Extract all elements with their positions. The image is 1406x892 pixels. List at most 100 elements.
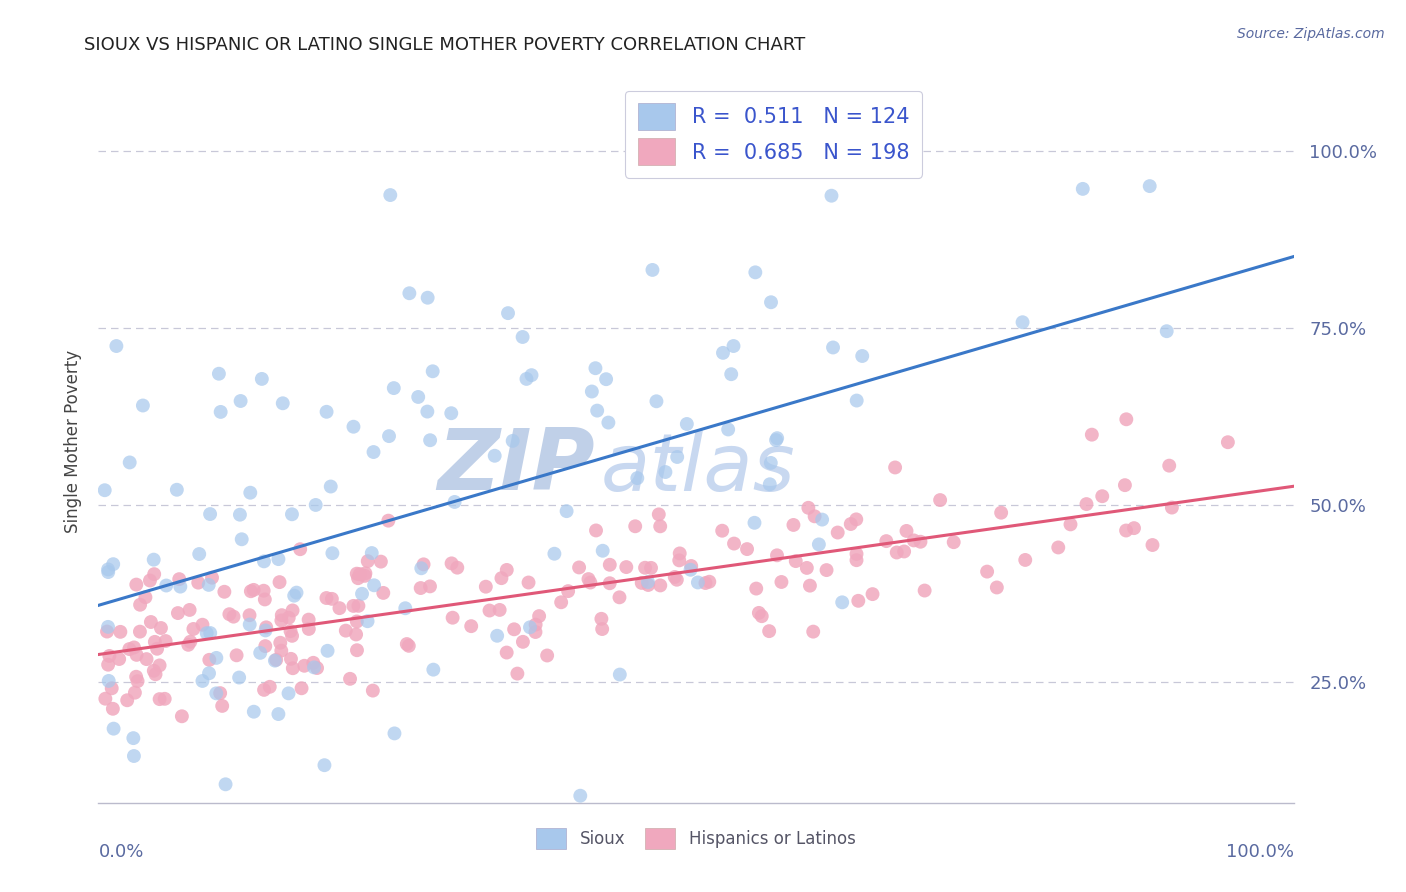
- Point: [845, 553, 868, 567]
- Point: [807, 537, 830, 551]
- Point: [641, 263, 664, 277]
- Point: [1156, 324, 1178, 338]
- Point: [676, 417, 699, 431]
- Point: [536, 648, 558, 663]
- Point: [350, 587, 373, 601]
- Text: 0.0%: 0.0%: [98, 843, 143, 861]
- Point: [139, 615, 162, 629]
- Point: [748, 606, 770, 620]
- Point: [127, 674, 149, 689]
- Point: [637, 578, 659, 592]
- Point: [782, 518, 804, 533]
- Point: [412, 558, 434, 572]
- Point: [785, 554, 807, 568]
- Point: [986, 581, 1008, 595]
- Point: [290, 681, 312, 696]
- Point: [264, 654, 287, 668]
- Point: [1142, 538, 1164, 552]
- Point: [609, 667, 631, 681]
- Point: [478, 603, 501, 617]
- Point: [440, 557, 463, 571]
- Point: [249, 646, 271, 660]
- Point: [122, 640, 145, 655]
- Point: [416, 291, 439, 305]
- Point: [142, 552, 165, 566]
- Point: [281, 629, 304, 643]
- Point: [524, 625, 547, 640]
- Point: [595, 372, 617, 386]
- Point: [665, 573, 688, 587]
- Point: [321, 546, 343, 560]
- Point: [555, 504, 578, 518]
- Point: [634, 560, 657, 574]
- Point: [195, 626, 218, 640]
- Point: [167, 572, 190, 586]
- Point: [668, 553, 690, 567]
- Point: [129, 624, 152, 639]
- Point: [253, 592, 276, 607]
- Point: [155, 578, 177, 592]
- Point: [1059, 517, 1081, 532]
- Point: [132, 399, 155, 413]
- Point: [654, 465, 676, 479]
- Point: [845, 512, 868, 526]
- Point: [495, 563, 517, 577]
- Point: [745, 582, 768, 596]
- Point: [419, 579, 441, 593]
- Point: [486, 629, 509, 643]
- Point: [142, 664, 165, 678]
- Point: [155, 634, 177, 648]
- Point: [512, 635, 534, 649]
- Point: [626, 471, 648, 485]
- Point: [218, 607, 240, 622]
- Point: [188, 547, 211, 561]
- Point: [609, 591, 631, 605]
- Point: [363, 578, 385, 592]
- Point: [134, 591, 156, 605]
- Point: [118, 455, 141, 469]
- Point: [270, 643, 292, 657]
- Point: [373, 586, 395, 600]
- Point: [503, 622, 526, 636]
- Point: [122, 731, 145, 746]
- Point: [314, 758, 336, 772]
- Point: [796, 561, 818, 575]
- Point: [242, 582, 264, 597]
- Point: [406, 390, 429, 404]
- Point: [229, 394, 252, 409]
- Point: [135, 652, 157, 666]
- Point: [1139, 179, 1161, 194]
- Point: [250, 372, 273, 386]
- Point: [766, 549, 789, 563]
- Point: [506, 666, 529, 681]
- Point: [419, 434, 441, 448]
- Point: [695, 576, 717, 591]
- Point: [335, 624, 357, 638]
- Point: [214, 584, 236, 599]
- Point: [820, 188, 842, 202]
- Point: [1115, 412, 1137, 426]
- Point: [803, 509, 825, 524]
- Point: [125, 648, 148, 662]
- Point: [321, 591, 343, 606]
- Point: [515, 372, 537, 386]
- Point: [862, 587, 884, 601]
- Point: [347, 571, 370, 585]
- Point: [146, 641, 169, 656]
- Point: [645, 394, 668, 409]
- Point: [139, 574, 162, 588]
- Point: [97, 620, 120, 634]
- Point: [170, 709, 193, 723]
- Point: [1081, 427, 1104, 442]
- Point: [280, 624, 302, 639]
- Point: [307, 661, 329, 675]
- Point: [97, 673, 120, 688]
- Point: [353, 569, 375, 583]
- Point: [929, 493, 952, 508]
- Text: 100.0%: 100.0%: [1226, 843, 1294, 861]
- Point: [167, 606, 190, 620]
- Point: [884, 460, 907, 475]
- Point: [831, 595, 853, 609]
- Point: [624, 519, 647, 533]
- Point: [253, 583, 276, 598]
